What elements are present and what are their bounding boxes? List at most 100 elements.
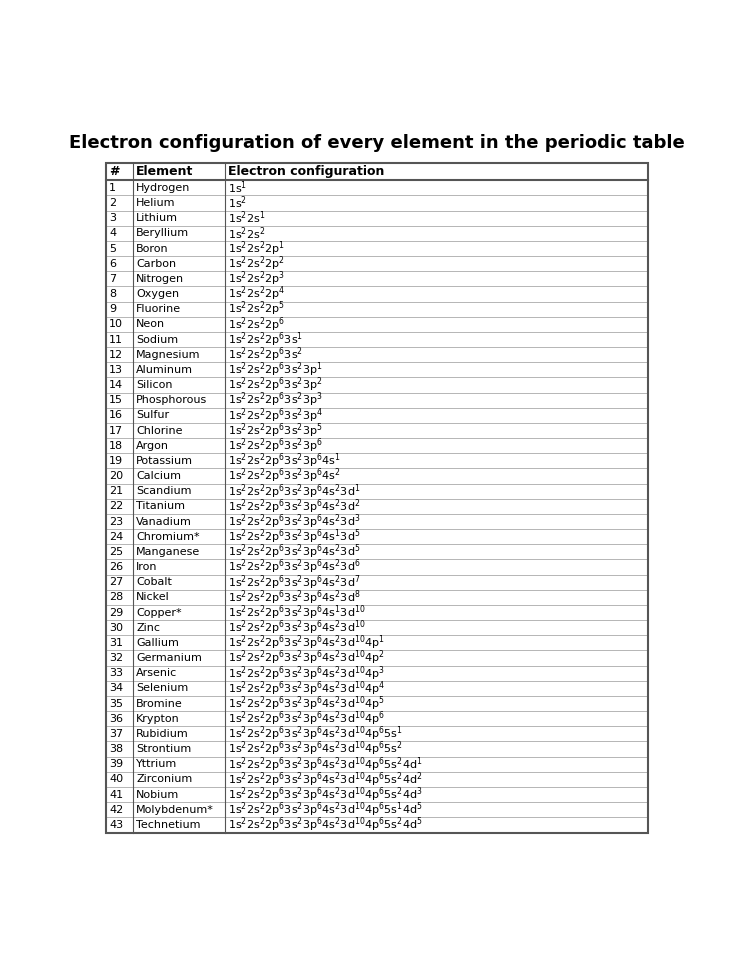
- Text: 28: 28: [109, 592, 124, 603]
- Text: Calcium: Calcium: [136, 471, 181, 482]
- Text: 1s$^{2}$2s$^{2}$2p$^{6}$3s$^{2}$3p$^{6}$4s$^{2}$3d$^{10}$: 1s$^{2}$2s$^{2}$2p$^{6}$3s$^{2}$3p$^{6}$…: [228, 618, 366, 638]
- Text: 19: 19: [109, 455, 123, 466]
- Text: 10: 10: [109, 320, 123, 329]
- Text: 24: 24: [109, 532, 124, 542]
- Text: 5: 5: [109, 244, 116, 253]
- Text: 1s$^{2}$2s$^{2}$2p$^{6}$3s$^{2}$3p$^{6}$4s$^{2}$3d$^{10}$4p$^{6}$5s$^{2}$4d$^{1}: 1s$^{2}$2s$^{2}$2p$^{6}$3s$^{2}$3p$^{6}$…: [228, 755, 423, 773]
- Text: 1s$^{2}$2s$^{2}$2p$^{6}$3s$^{2}$3p$^{6}$: 1s$^{2}$2s$^{2}$2p$^{6}$3s$^{2}$3p$^{6}$: [228, 436, 323, 455]
- Text: Copper*: Copper*: [136, 608, 182, 617]
- Text: 41: 41: [109, 790, 123, 799]
- Text: 1s$^{2}$2s$^{2}$2p$^{6}$3s$^{2}$3p$^{3}$: 1s$^{2}$2s$^{2}$2p$^{6}$3s$^{2}$3p$^{3}$: [228, 391, 323, 409]
- Text: 1s$^{2}$2s$^{2}$2p$^{6}$3s$^{2}$3p$^{6}$4s$^{1}$3d$^{10}$: 1s$^{2}$2s$^{2}$2p$^{6}$3s$^{2}$3p$^{6}$…: [228, 603, 366, 622]
- Text: 2: 2: [109, 198, 116, 208]
- Text: 1s$^{2}$2s$^{2}$2p$^{6}$3s$^{2}$: 1s$^{2}$2s$^{2}$2p$^{6}$3s$^{2}$: [228, 346, 303, 364]
- Text: Beryllium: Beryllium: [136, 228, 189, 238]
- Text: 31: 31: [109, 638, 123, 648]
- Text: 4: 4: [109, 228, 116, 238]
- Text: 1s$^{2}$2s$^{2}$2p$^{6}$3s$^{2}$3p$^{6}$4s$^{1}$3d$^{5}$: 1s$^{2}$2s$^{2}$2p$^{6}$3s$^{2}$3p$^{6}$…: [228, 528, 361, 546]
- Text: 17: 17: [109, 426, 123, 435]
- Text: Nitrogen: Nitrogen: [136, 273, 184, 284]
- Text: #: #: [109, 166, 119, 178]
- Text: 42: 42: [109, 805, 124, 815]
- Text: 1s$^{2}$2s$^{2}$2p$^{6}$3s$^{2}$3p$^{6}$4s$^{2}$3d$^{3}$: 1s$^{2}$2s$^{2}$2p$^{6}$3s$^{2}$3p$^{6}$…: [228, 512, 361, 531]
- Text: Fluorine: Fluorine: [136, 304, 181, 314]
- Text: Sodium: Sodium: [136, 334, 178, 345]
- Text: 1s$^{2}$2s$^{2}$2p$^{5}$: 1s$^{2}$2s$^{2}$2p$^{5}$: [228, 299, 286, 319]
- Text: Zirconium: Zirconium: [136, 774, 192, 785]
- Text: 13: 13: [109, 365, 123, 375]
- Text: 34: 34: [109, 684, 123, 693]
- Text: Potassium: Potassium: [136, 455, 193, 466]
- Text: 1s$^{2}$2s$^{2}$2p$^{6}$3s$^{2}$3p$^{6}$4s$^{2}$3d$^{10}$4p$^{1}$: 1s$^{2}$2s$^{2}$2p$^{6}$3s$^{2}$3p$^{6}$…: [228, 634, 385, 652]
- Text: 1s$^{2}$2s$^{2}$2p$^{6}$3s$^{2}$3p$^{6}$4s$^{2}$3d$^{10}$4p$^{4}$: 1s$^{2}$2s$^{2}$2p$^{6}$3s$^{2}$3p$^{6}$…: [228, 679, 386, 698]
- Text: 1s$^{2}$2s$^{2}$2p$^{6}$3s$^{2}$3p$^{4}$: 1s$^{2}$2s$^{2}$2p$^{6}$3s$^{2}$3p$^{4}$: [228, 406, 323, 425]
- Text: 1s$^{2}$2s$^{2}$2p$^{4}$: 1s$^{2}$2s$^{2}$2p$^{4}$: [228, 285, 286, 303]
- Text: 38: 38: [109, 744, 123, 754]
- Text: 3: 3: [109, 213, 116, 223]
- Text: Yttrium: Yttrium: [136, 759, 177, 769]
- Text: Chlorine: Chlorine: [136, 426, 183, 435]
- Text: 18: 18: [109, 441, 123, 451]
- Text: 15: 15: [109, 395, 123, 405]
- Text: Vanadium: Vanadium: [136, 516, 192, 527]
- Text: 1s$^{2}$2s$^{2}$2p$^{6}$3s$^{2}$3p$^{6}$4s$^{2}$3d$^{10}$4p$^{6}$5s$^{2}$4d$^{5}: 1s$^{2}$2s$^{2}$2p$^{6}$3s$^{2}$3p$^{6}$…: [228, 816, 423, 834]
- Text: Element: Element: [136, 166, 194, 178]
- Text: 1s$^{2}$2s$^{2}$2p$^{6}$3s$^{2}$3p$^{6}$4s$^{2}$3d$^{10}$4p$^{5}$: 1s$^{2}$2s$^{2}$2p$^{6}$3s$^{2}$3p$^{6}$…: [228, 694, 385, 713]
- Text: 1s$^{2}$2s$^{2}$2p$^{6}$3s$^{2}$3p$^{1}$: 1s$^{2}$2s$^{2}$2p$^{6}$3s$^{2}$3p$^{1}$: [228, 360, 323, 379]
- Text: Argon: Argon: [136, 441, 169, 451]
- Text: 30: 30: [109, 623, 123, 633]
- Text: 35: 35: [109, 698, 123, 709]
- Text: Magnesium: Magnesium: [136, 350, 201, 360]
- Text: 1s$^{2}$2s$^{1}$: 1s$^{2}$2s$^{1}$: [228, 210, 266, 226]
- Text: 1s$^{2}$2s$^{2}$2p$^{6}$3s$^{1}$: 1s$^{2}$2s$^{2}$2p$^{6}$3s$^{1}$: [228, 330, 303, 349]
- Text: 6: 6: [109, 259, 116, 269]
- Text: 1s$^{2}$2s$^{2}$2p$^{6}$3s$^{2}$3p$^{6}$4s$^{2}$3d$^{8}$: 1s$^{2}$2s$^{2}$2p$^{6}$3s$^{2}$3p$^{6}$…: [228, 588, 361, 607]
- Text: 39: 39: [109, 759, 123, 769]
- Text: Sulfur: Sulfur: [136, 410, 169, 421]
- Text: 1s$^{2}$2s$^{2}$2p$^{6}$3s$^{2}$3p$^{6}$4s$^{2}$3d$^{10}$4p$^{2}$: 1s$^{2}$2s$^{2}$2p$^{6}$3s$^{2}$3p$^{6}$…: [228, 649, 385, 667]
- Text: Helium: Helium: [136, 198, 176, 208]
- Text: 1s$^{2}$2s$^{2}$2p$^{6}$3s$^{2}$3p$^{6}$4s$^{2}$: 1s$^{2}$2s$^{2}$2p$^{6}$3s$^{2}$3p$^{6}$…: [228, 467, 342, 485]
- Text: 1s$^{2}$2s$^{2}$2p$^{6}$3s$^{2}$3p$^{6}$4s$^{2}$3d$^{10}$4p$^{3}$: 1s$^{2}$2s$^{2}$2p$^{6}$3s$^{2}$3p$^{6}$…: [228, 664, 385, 683]
- Text: Phosphorous: Phosphorous: [136, 395, 208, 405]
- Text: 20: 20: [109, 471, 123, 482]
- Text: 1s$^{2}$2s$^{2}$2p$^{3}$: 1s$^{2}$2s$^{2}$2p$^{3}$: [228, 270, 286, 288]
- Text: Bromine: Bromine: [136, 698, 183, 709]
- Text: 21: 21: [109, 486, 123, 496]
- Text: 7: 7: [109, 273, 116, 284]
- Text: Titanium: Titanium: [136, 502, 185, 511]
- Text: 1s$^{2}$2s$^{2}$2p$^{6}$: 1s$^{2}$2s$^{2}$2p$^{6}$: [228, 315, 286, 333]
- Text: 12: 12: [109, 350, 123, 360]
- Text: Boron: Boron: [136, 244, 169, 253]
- Text: 14: 14: [109, 380, 123, 390]
- Text: Technetium: Technetium: [136, 820, 201, 830]
- Text: 1s$^{2}$2s$^{2}$2p$^{6}$3s$^{2}$3p$^{6}$4s$^{2}$3d$^{7}$: 1s$^{2}$2s$^{2}$2p$^{6}$3s$^{2}$3p$^{6}$…: [228, 573, 361, 591]
- Text: 32: 32: [109, 653, 123, 664]
- Text: Arsenic: Arsenic: [136, 668, 177, 678]
- Text: Electron configuration of every element in the periodic table: Electron configuration of every element …: [69, 134, 685, 152]
- Text: 8: 8: [109, 289, 116, 299]
- Text: Scandium: Scandium: [136, 486, 191, 496]
- Text: 11: 11: [109, 334, 123, 345]
- Text: 1s$^{2}$2s$^{2}$2p$^{6}$3s$^{2}$3p$^{5}$: 1s$^{2}$2s$^{2}$2p$^{6}$3s$^{2}$3p$^{5}$: [228, 421, 323, 440]
- Text: 1s$^{2}$2s$^{2}$2p$^{2}$: 1s$^{2}$2s$^{2}$2p$^{2}$: [228, 254, 286, 273]
- Text: 1: 1: [109, 183, 116, 193]
- Text: 1s$^{2}$2s$^{2}$2p$^{6}$3s$^{2}$3p$^{6}$4s$^{2}$3d$^{2}$: 1s$^{2}$2s$^{2}$2p$^{6}$3s$^{2}$3p$^{6}$…: [228, 497, 361, 515]
- Text: 33: 33: [109, 668, 123, 678]
- Text: 23: 23: [109, 516, 123, 527]
- Text: Rubidium: Rubidium: [136, 729, 189, 739]
- Text: 27: 27: [109, 577, 124, 587]
- Text: 1s$^{2}$2s$^{2}$2p$^{6}$3s$^{2}$3p$^{2}$: 1s$^{2}$2s$^{2}$2p$^{6}$3s$^{2}$3p$^{2}$: [228, 376, 323, 394]
- Text: Nobium: Nobium: [136, 790, 180, 799]
- Text: 22: 22: [109, 502, 124, 511]
- Text: Carbon: Carbon: [136, 259, 177, 269]
- Text: 1s$^{2}$2s$^{2}$2p$^{6}$3s$^{2}$3p$^{6}$4s$^{2}$3d$^{1}$: 1s$^{2}$2s$^{2}$2p$^{6}$3s$^{2}$3p$^{6}$…: [228, 482, 361, 501]
- Text: Gallium: Gallium: [136, 638, 179, 648]
- Text: 9: 9: [109, 304, 116, 314]
- Text: 43: 43: [109, 820, 123, 830]
- Text: 37: 37: [109, 729, 123, 739]
- Text: 1s$^{2}$2s$^{2}$2p$^{1}$: 1s$^{2}$2s$^{2}$2p$^{1}$: [228, 239, 286, 258]
- Text: Nickel: Nickel: [136, 592, 170, 603]
- Text: Cobalt: Cobalt: [136, 577, 172, 587]
- Text: 25: 25: [109, 547, 123, 557]
